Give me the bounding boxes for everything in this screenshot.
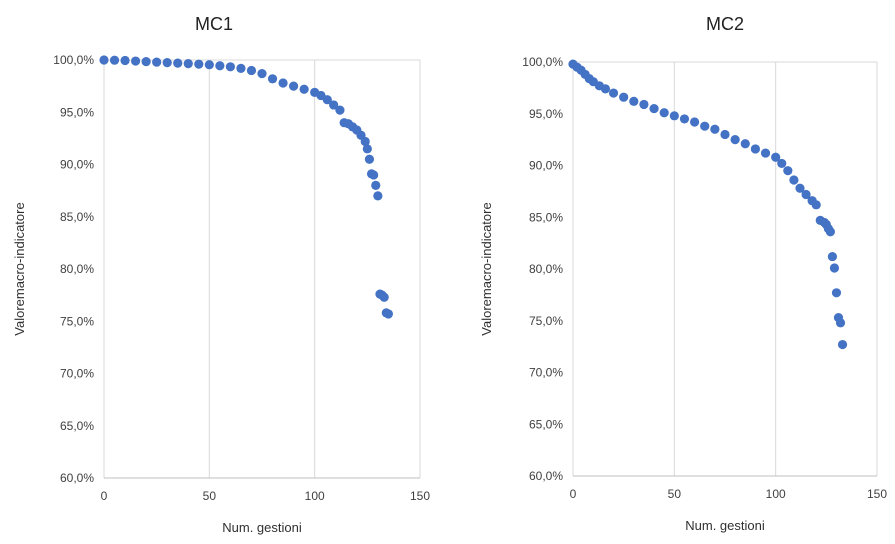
data-point [827,251,838,262]
data-point [131,56,141,66]
x-tick-label: 0 [570,487,577,501]
data-point [278,78,288,88]
data-point [99,55,109,65]
y-axis-label: Valoremacro-indicatore [12,202,27,335]
y-tick-label: 70,0% [529,366,563,380]
y-tick-label: 60,0% [529,469,563,483]
y-tick-label: 100,0% [522,55,563,69]
x-tick-label: 50 [668,487,682,501]
data-point [649,103,659,114]
y-tick-label: 65,0% [529,417,563,431]
data-point [710,124,720,134]
y-tick-label: 85,0% [60,210,94,224]
data-point [771,152,781,162]
data-point [795,183,805,193]
data-point [371,180,381,190]
y-tick-label: 90,0% [60,158,94,172]
y-tick-label: 75,0% [60,314,94,328]
y-axis-label: Valoremacro-indicatore [479,202,494,335]
y-tick-label: 100,0% [53,53,94,67]
data-point [760,148,771,158]
data-point [801,189,811,200]
x-tick-label: 150 [867,487,887,501]
data-point [619,92,629,102]
y-tick-label: 85,0% [529,210,563,224]
data-point [383,309,393,319]
data-point [740,139,750,149]
data-point [600,84,611,94]
data-point [215,61,225,71]
data-point [700,121,710,131]
data-point [835,318,846,328]
data-point [329,100,339,110]
x-tick-label: 50 [203,489,217,503]
y-tick-label: 80,0% [60,262,94,276]
data-point [639,99,649,110]
data-point [750,144,760,154]
data-point [608,88,619,98]
y-tick-label: 60,0% [60,471,94,485]
data-point [369,170,379,180]
data-point [679,114,690,124]
data-point [335,105,345,115]
data-point [720,129,730,140]
chart-mc2: 60,0% 65,0% 70,0% 75,0% 80,0% 85,0% 90,0% 95,0%… [465,0,895,539]
chart-svg: 60,0% 65,0% 70,0% 75,0% 80,0% 85,0% 90,0% 95,0%… [12,14,430,535]
data-point [837,339,848,350]
data-point [183,59,193,69]
y-tick-label: 90,0% [529,159,563,173]
data-point [831,288,842,298]
data-point [299,84,309,94]
data-point [829,263,840,273]
chart-title: MC1 [195,14,233,34]
data-point [669,111,679,121]
x-tick-label: 150 [410,489,430,503]
data-point [204,60,214,70]
data-point [379,292,389,302]
data-point [825,227,835,237]
data-point [360,136,370,147]
data-point [257,68,267,79]
x-axis-label: Num. gestioni [222,520,302,535]
x-tick-label: 100 [305,489,325,503]
data-point [267,74,278,84]
data-point [152,57,162,67]
y-tick-label: 95,0% [60,105,94,119]
data-point [246,65,257,76]
x-axis-label: Num. gestioni [685,518,765,533]
data-point [629,96,639,106]
y-tick-label: 75,0% [529,314,563,328]
data-point [811,200,821,210]
data-point [162,58,172,68]
y-tick-label: 95,0% [529,107,563,121]
data-point [789,175,799,185]
chart-svg: 60,0% 65,0% 70,0% 75,0% 80,0% 85,0% 90,0% 95,0%… [479,14,887,533]
y-tick-label: 80,0% [529,262,563,276]
data-point [120,55,130,66]
x-tick-label: 0 [101,489,108,503]
data-point [109,55,120,65]
data-point [236,63,246,73]
data-point [364,154,375,164]
x-tick-label: 100 [766,487,786,501]
data-point [194,59,204,69]
data-point [777,158,787,169]
data-point [141,56,151,67]
chart-title: MC2 [706,14,744,34]
data-point [690,117,700,127]
data-point [783,166,793,176]
data-point [173,58,183,68]
data-point [730,135,740,145]
data-point [373,191,383,201]
y-tick-label: 65,0% [60,419,94,433]
chart-mc1: 60,0% 65,0% 70,0% 75,0% 80,0% 85,0% 90,0% 95,0%… [0,0,450,539]
data-point [289,81,299,91]
data-point [659,108,669,118]
data-point [362,144,372,154]
y-tick-label: 70,0% [60,367,94,381]
data-point [322,95,332,105]
data-point [225,62,235,72]
